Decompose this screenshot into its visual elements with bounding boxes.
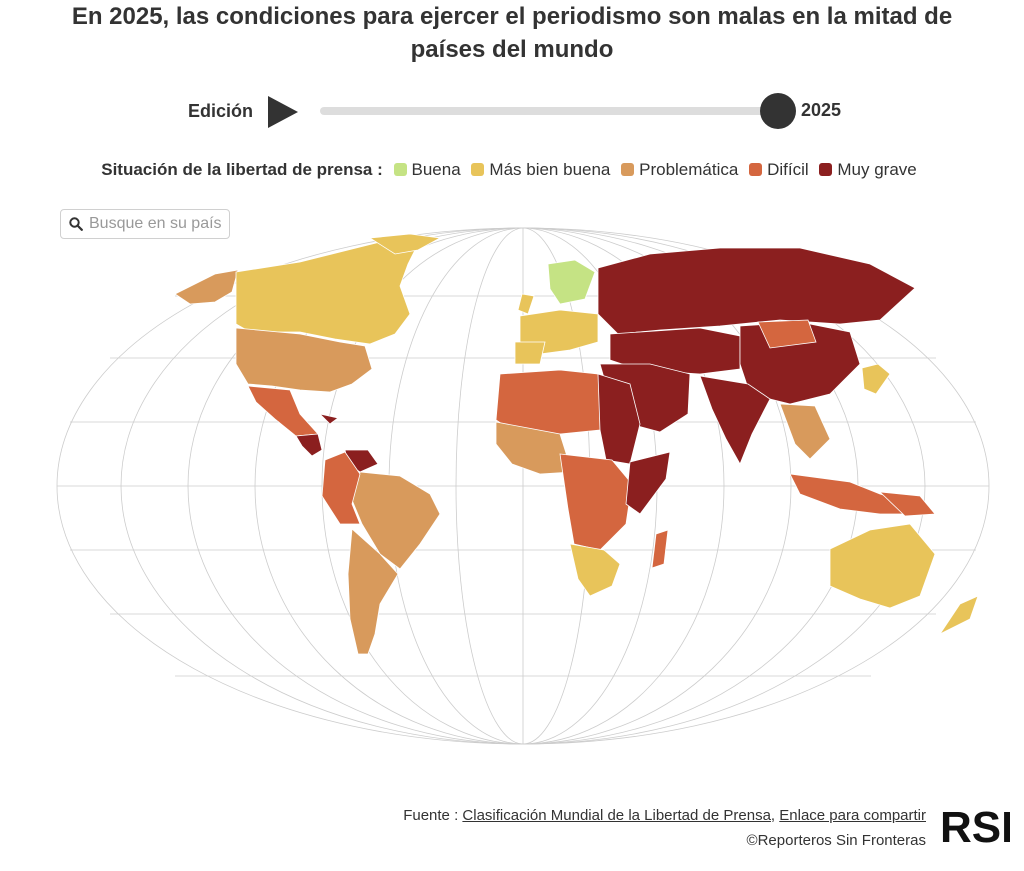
country-argentina-chile (347, 528, 399, 655)
legend-label: Más bien buena (489, 160, 611, 179)
country-india (699, 375, 771, 465)
map-title: En 2025, las condiciones para ejercer el… (71, 3, 953, 63)
country-colombia-peru (321, 451, 361, 525)
country-mexico (247, 385, 319, 437)
legend-item-mas-bien-buena[interactable]: Más bien buena (471, 160, 610, 180)
rsf-logo: RSF (940, 803, 1010, 850)
country-new-zealand (938, 595, 979, 636)
legend: Situación de la libertad de prensa : Bue… (0, 160, 1024, 180)
source-link[interactable]: Clasificación Mundial de la Libertad de … (462, 807, 771, 824)
country-iberia (514, 341, 546, 365)
country-brazil (351, 471, 441, 570)
footer-source: Fuente : Clasificación Mundial de la Lib… (403, 807, 926, 824)
logo-text: RSF (940, 803, 1010, 850)
countries[interactable] (174, 233, 979, 655)
legend-item-problematica[interactable]: Problemática (621, 160, 738, 180)
country-russia (597, 247, 916, 335)
legend-swatch (819, 163, 833, 176)
source-prefix: Fuente : (403, 807, 463, 824)
legend-label: Problemática (639, 160, 739, 179)
copyright: ©Reporteros Sin Fronteras (746, 832, 926, 849)
share-link[interactable]: Enlace para compartir (779, 807, 926, 824)
country-central-africa (559, 453, 633, 551)
legend-swatch (393, 163, 407, 176)
play-icon (268, 96, 298, 128)
legend-title: Situación de la libertad de prensa : (101, 160, 383, 179)
legend-swatch (471, 163, 485, 176)
search-icon (69, 217, 83, 231)
country-nordics (547, 259, 596, 305)
legend-item-muy-grave[interactable]: Muy grave (819, 160, 917, 180)
legend-item-buena[interactable]: Buena (393, 160, 461, 180)
edition-slider[interactable] (320, 107, 780, 115)
country-cuba (318, 413, 339, 425)
legend-label: Difícil (767, 160, 809, 179)
country-west-africa (495, 421, 573, 475)
country-east-africa (625, 451, 671, 515)
play-button[interactable] (266, 95, 300, 129)
country-alaska (174, 269, 239, 305)
edition-label: Edición (188, 101, 254, 121)
world-map[interactable] (0, 224, 1024, 754)
country-southern-africa (569, 543, 621, 597)
country-mongolia (757, 319, 817, 349)
country-central-asia (609, 327, 741, 375)
country-greenland (368, 233, 442, 255)
edition-controls: Edición 2025 (0, 88, 1024, 136)
legend-label: Buena (411, 160, 461, 179)
slider-handle[interactable] (760, 93, 796, 129)
year-label: 2025 (801, 100, 842, 120)
country-uk (517, 293, 535, 315)
legend-swatch (621, 163, 635, 176)
country-australia (829, 523, 936, 609)
world-map-svg (56, 227, 990, 745)
country-madagascar (651, 529, 669, 569)
search-input[interactable] (89, 212, 225, 236)
country-southeast-asia (779, 403, 831, 460)
country-japan (861, 363, 891, 395)
country-central-america (295, 433, 323, 457)
country-png (878, 491, 936, 517)
legend-item-dificil[interactable]: Difícil (749, 160, 809, 180)
country-usa (235, 327, 373, 393)
source-separator: , (770, 807, 780, 824)
country-canada (235, 239, 421, 345)
country-search[interactable] (60, 209, 230, 239)
legend-swatch (749, 163, 763, 176)
legend-label: Muy grave (837, 160, 917, 179)
